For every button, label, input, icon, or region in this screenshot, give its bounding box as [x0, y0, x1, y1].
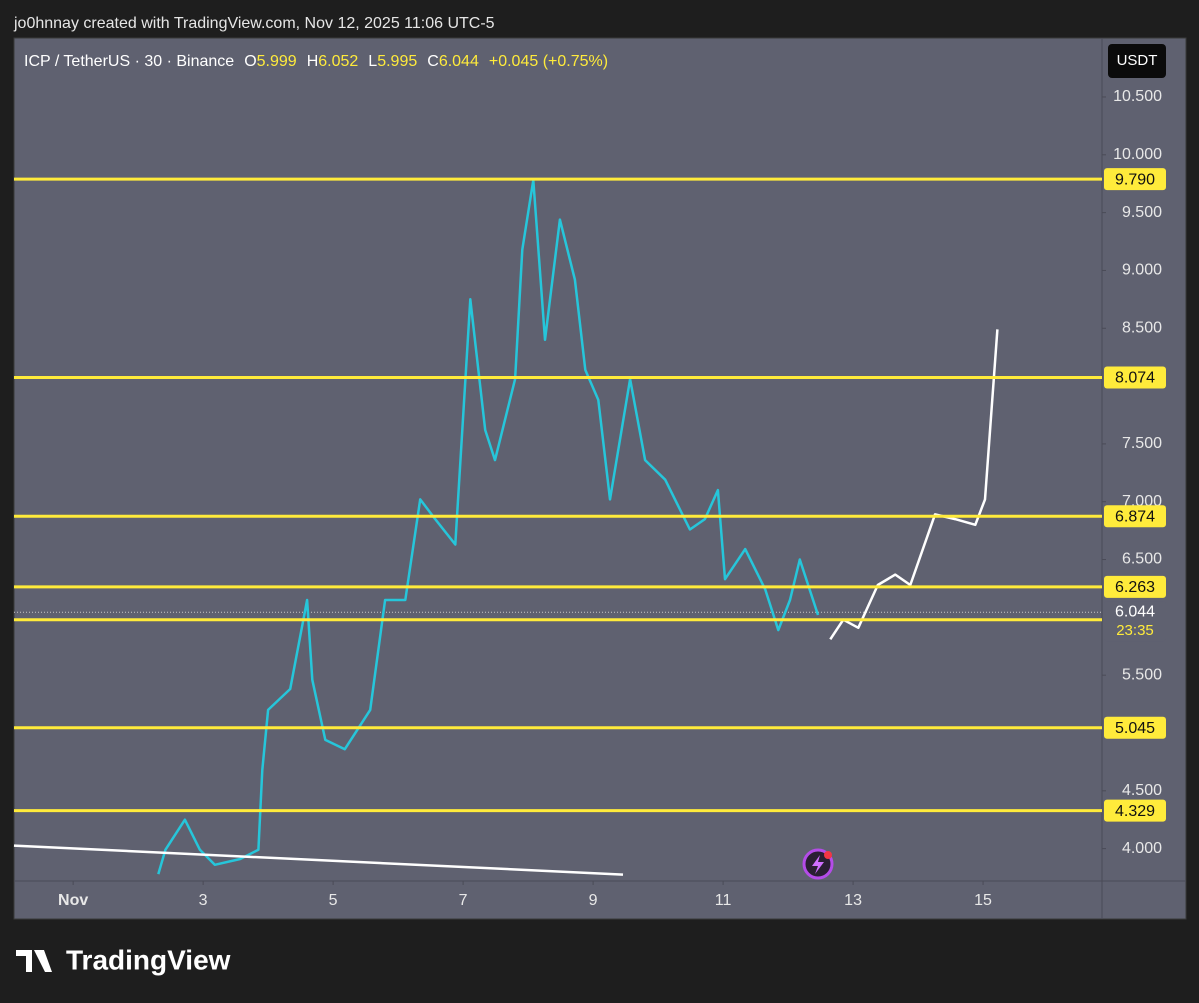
level-label-box	[1104, 505, 1166, 528]
x-tick-label: 15	[974, 892, 992, 909]
level-label: 8.074	[1115, 370, 1155, 387]
price-line	[157, 178, 820, 875]
currency[interactable]: USDT	[1117, 52, 1158, 69]
y-tick-label: 4.000	[1122, 840, 1162, 857]
y-tick-label: 5.500	[1122, 666, 1162, 683]
brand: TradingView	[66, 944, 231, 975]
x-tick-label: 11	[715, 892, 732, 909]
x-tick-label: 13	[844, 892, 862, 909]
level-label: 6.263	[1115, 579, 1155, 596]
ohlc-value: 6.044	[439, 53, 479, 70]
level-label: 5.045	[1115, 720, 1155, 737]
level-label-box	[1104, 799, 1166, 822]
countdown: 23:35	[1116, 622, 1154, 639]
ohlc-value: 5.999	[257, 53, 297, 70]
level-label-box	[1104, 168, 1166, 191]
y-tick-label: 10.000	[1113, 146, 1162, 163]
attribution: jo0hnnay created with TradingView.com, N…	[13, 15, 495, 32]
x-tick-label: 5	[329, 892, 338, 909]
legend: ICP / TetherUS · 30 · Binance O 5.999 H 6.05…	[24, 53, 608, 70]
level-label: 9.790	[1115, 171, 1155, 188]
ohlc-value: 6.052	[318, 53, 358, 70]
icon	[802, 848, 834, 880]
ohlc-name: L	[368, 53, 377, 70]
chart-frame	[13, 37, 1187, 920]
y-tick-label: 9.500	[1122, 204, 1162, 221]
y-tick-label: 7.500	[1122, 435, 1162, 452]
currency-button[interactable]	[1108, 44, 1166, 78]
last-price-label: 6.044	[1115, 603, 1155, 620]
y-tick-label: 8.500	[1122, 319, 1162, 336]
y-tick-label: 6.500	[1122, 551, 1162, 568]
x-tick-label: Nov	[58, 892, 88, 909]
y-tick-label: 9.000	[1122, 262, 1162, 279]
change: +0.045 (+0.75%)	[489, 53, 608, 70]
x-tick-label: 3	[199, 892, 208, 909]
level-label-box	[1104, 575, 1166, 598]
plot: 4.0004.5005.5006.5007.0007.5008.5009.000…	[13, 88, 1166, 909]
level-label: 6.874	[1115, 508, 1155, 525]
ohlc-name: O	[244, 53, 256, 70]
symbol: ICP / TetherUS · 30 · Binance	[24, 53, 234, 70]
level-label-box	[1104, 716, 1166, 739]
y-tick-label: 10.500	[1113, 88, 1162, 105]
ohlc-value: 5.995	[377, 53, 417, 70]
last-price-box	[1104, 601, 1166, 642]
brand-logo	[16, 950, 52, 972]
ohlc-name: H	[307, 53, 319, 70]
level-label: 4.329	[1115, 803, 1155, 820]
y-tick-label: 4.500	[1122, 782, 1162, 799]
x-tick-label: 7	[459, 892, 468, 909]
ohlc-name: C	[427, 53, 439, 70]
price-line	[13, 844, 624, 876]
level-label-box	[1104, 366, 1166, 389]
x-tick-label: 9	[589, 892, 598, 909]
